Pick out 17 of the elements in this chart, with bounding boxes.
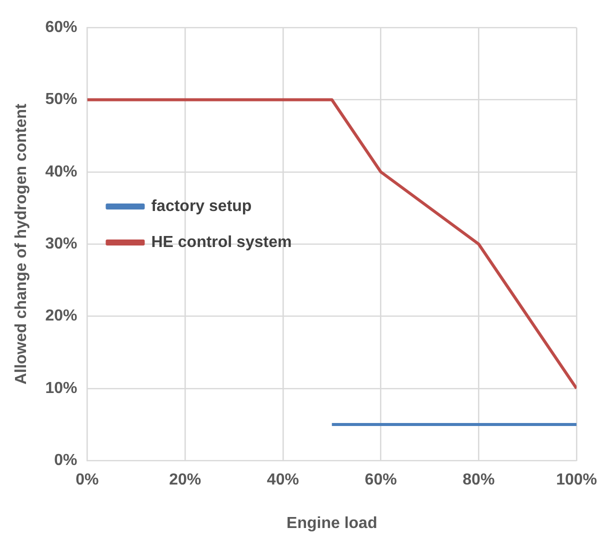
y-tick-label: 60% bbox=[45, 19, 78, 36]
x-tick-label: 0% bbox=[76, 472, 99, 489]
x-axis-title: Engine load bbox=[286, 514, 378, 532]
x-tick-label: 40% bbox=[266, 472, 299, 489]
x-tick-label: 80% bbox=[462, 472, 495, 489]
y-tick-label: 20% bbox=[45, 308, 78, 325]
y-tick-label: 10% bbox=[45, 380, 78, 397]
y-axis-title: Allowed change of hydrogen content bbox=[13, 102, 30, 385]
x-tick-label: 100% bbox=[556, 472, 597, 489]
x-tick-label: 60% bbox=[364, 472, 397, 489]
legend-label: factory setup bbox=[151, 198, 252, 215]
y-tick-label: 30% bbox=[45, 236, 78, 253]
x-tick-label: 20% bbox=[169, 472, 202, 489]
legend-label: HE control system bbox=[151, 234, 292, 251]
y-tick-label: 40% bbox=[45, 163, 78, 180]
y-tick-label: 0% bbox=[54, 452, 78, 470]
y-tick-label: 50% bbox=[45, 91, 78, 108]
